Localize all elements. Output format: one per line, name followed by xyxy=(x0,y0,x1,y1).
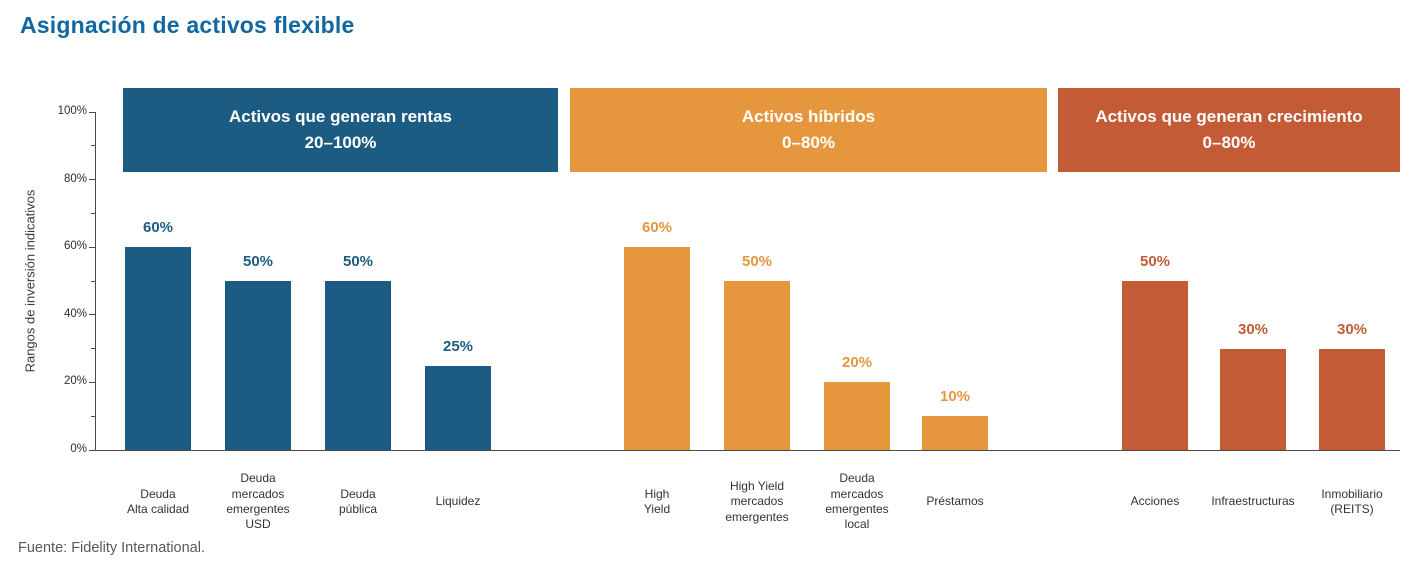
y-axis-title: Rangos de inversión indicativos xyxy=(22,189,38,373)
bar-category-label: Liquidez xyxy=(435,494,481,509)
group-header-band: Activos que generan crecimiento 0–80% xyxy=(1058,88,1400,172)
bar xyxy=(225,281,291,450)
group-range: 0–80% xyxy=(782,133,835,152)
y-tick xyxy=(89,246,95,248)
bar-value-label: 60% xyxy=(142,219,174,237)
y-tick xyxy=(89,314,95,316)
source-note: Fuente: Fidelity International. xyxy=(18,540,205,556)
y-tick xyxy=(89,111,95,113)
bar-value-label: 50% xyxy=(741,253,773,270)
bar-value-label: 30% xyxy=(1237,320,1269,338)
bar xyxy=(824,382,890,450)
bar-category-label: Acciones xyxy=(1130,494,1180,509)
chart-title: Asignación de activos flexible xyxy=(20,12,355,38)
y-tick-label: 80% xyxy=(63,172,87,185)
y-tick xyxy=(91,348,95,350)
group-name: Activos híbridos xyxy=(741,107,876,126)
y-axis-line xyxy=(95,112,96,450)
bar-category-label: Préstamos xyxy=(926,494,984,509)
bar xyxy=(125,247,191,450)
group-range: 0–80% xyxy=(1202,133,1256,152)
bar-category-label: Deuda mercados emergentes local xyxy=(825,471,889,532)
bar-category-label: Deuda pública xyxy=(338,486,378,516)
bar xyxy=(624,247,690,450)
bar-category-label: Deuda mercados emergentes USD xyxy=(226,471,290,532)
bar-category-label: High Yield mercados emergentes xyxy=(725,478,789,524)
y-tick xyxy=(89,449,95,451)
bar-value-label: 25% xyxy=(442,337,474,355)
bar-value-label: 50% xyxy=(1139,253,1171,270)
bar-category-label: Infraestructuras xyxy=(1211,494,1295,509)
y-tick-label: 40% xyxy=(63,307,87,320)
group-header-band: Activos que generan rentas 20–100% xyxy=(123,88,558,172)
y-tick xyxy=(91,145,95,147)
y-tick xyxy=(89,381,95,383)
y-tick xyxy=(91,415,95,417)
bar xyxy=(325,281,391,450)
bar-value-label: 30% xyxy=(1336,320,1368,338)
bar-value-label: 20% xyxy=(841,354,873,372)
y-tick-label: 0% xyxy=(70,443,87,455)
bar xyxy=(1220,348,1286,450)
bar-category-label: Inmobiliario (REITS) xyxy=(1321,486,1383,516)
bar xyxy=(724,281,790,450)
group-header-band: Activos híbridos 0–80% xyxy=(570,88,1047,172)
group-name: Activos que generan crecimiento xyxy=(1095,107,1363,126)
bar-value-label: 60% xyxy=(641,219,673,237)
group-name: Activos que generan rentas xyxy=(229,107,452,126)
bar-category-label: High Yield xyxy=(643,486,671,516)
bar-value-label: 50% xyxy=(342,253,374,270)
y-tick xyxy=(91,212,95,214)
y-tick-label: 100% xyxy=(57,105,87,117)
y-tick-label: 60% xyxy=(63,240,87,253)
y-tick-label: 20% xyxy=(63,375,87,388)
bar-value-label: 50% xyxy=(242,253,274,270)
group-range: 20–100% xyxy=(304,133,377,152)
y-tick xyxy=(89,179,95,181)
plot-area: 0% 20% 40% 60% 80% 100% Activos que generan re… xyxy=(58,88,1400,531)
bar xyxy=(1122,281,1188,450)
bar xyxy=(1319,348,1385,450)
bar xyxy=(922,416,988,450)
y-tick xyxy=(91,280,95,282)
bar xyxy=(425,365,491,450)
x-axis-line xyxy=(95,450,1400,451)
bar-value-label: 10% xyxy=(939,388,971,406)
bar-category-label: Deuda Alta calidad xyxy=(126,486,190,516)
